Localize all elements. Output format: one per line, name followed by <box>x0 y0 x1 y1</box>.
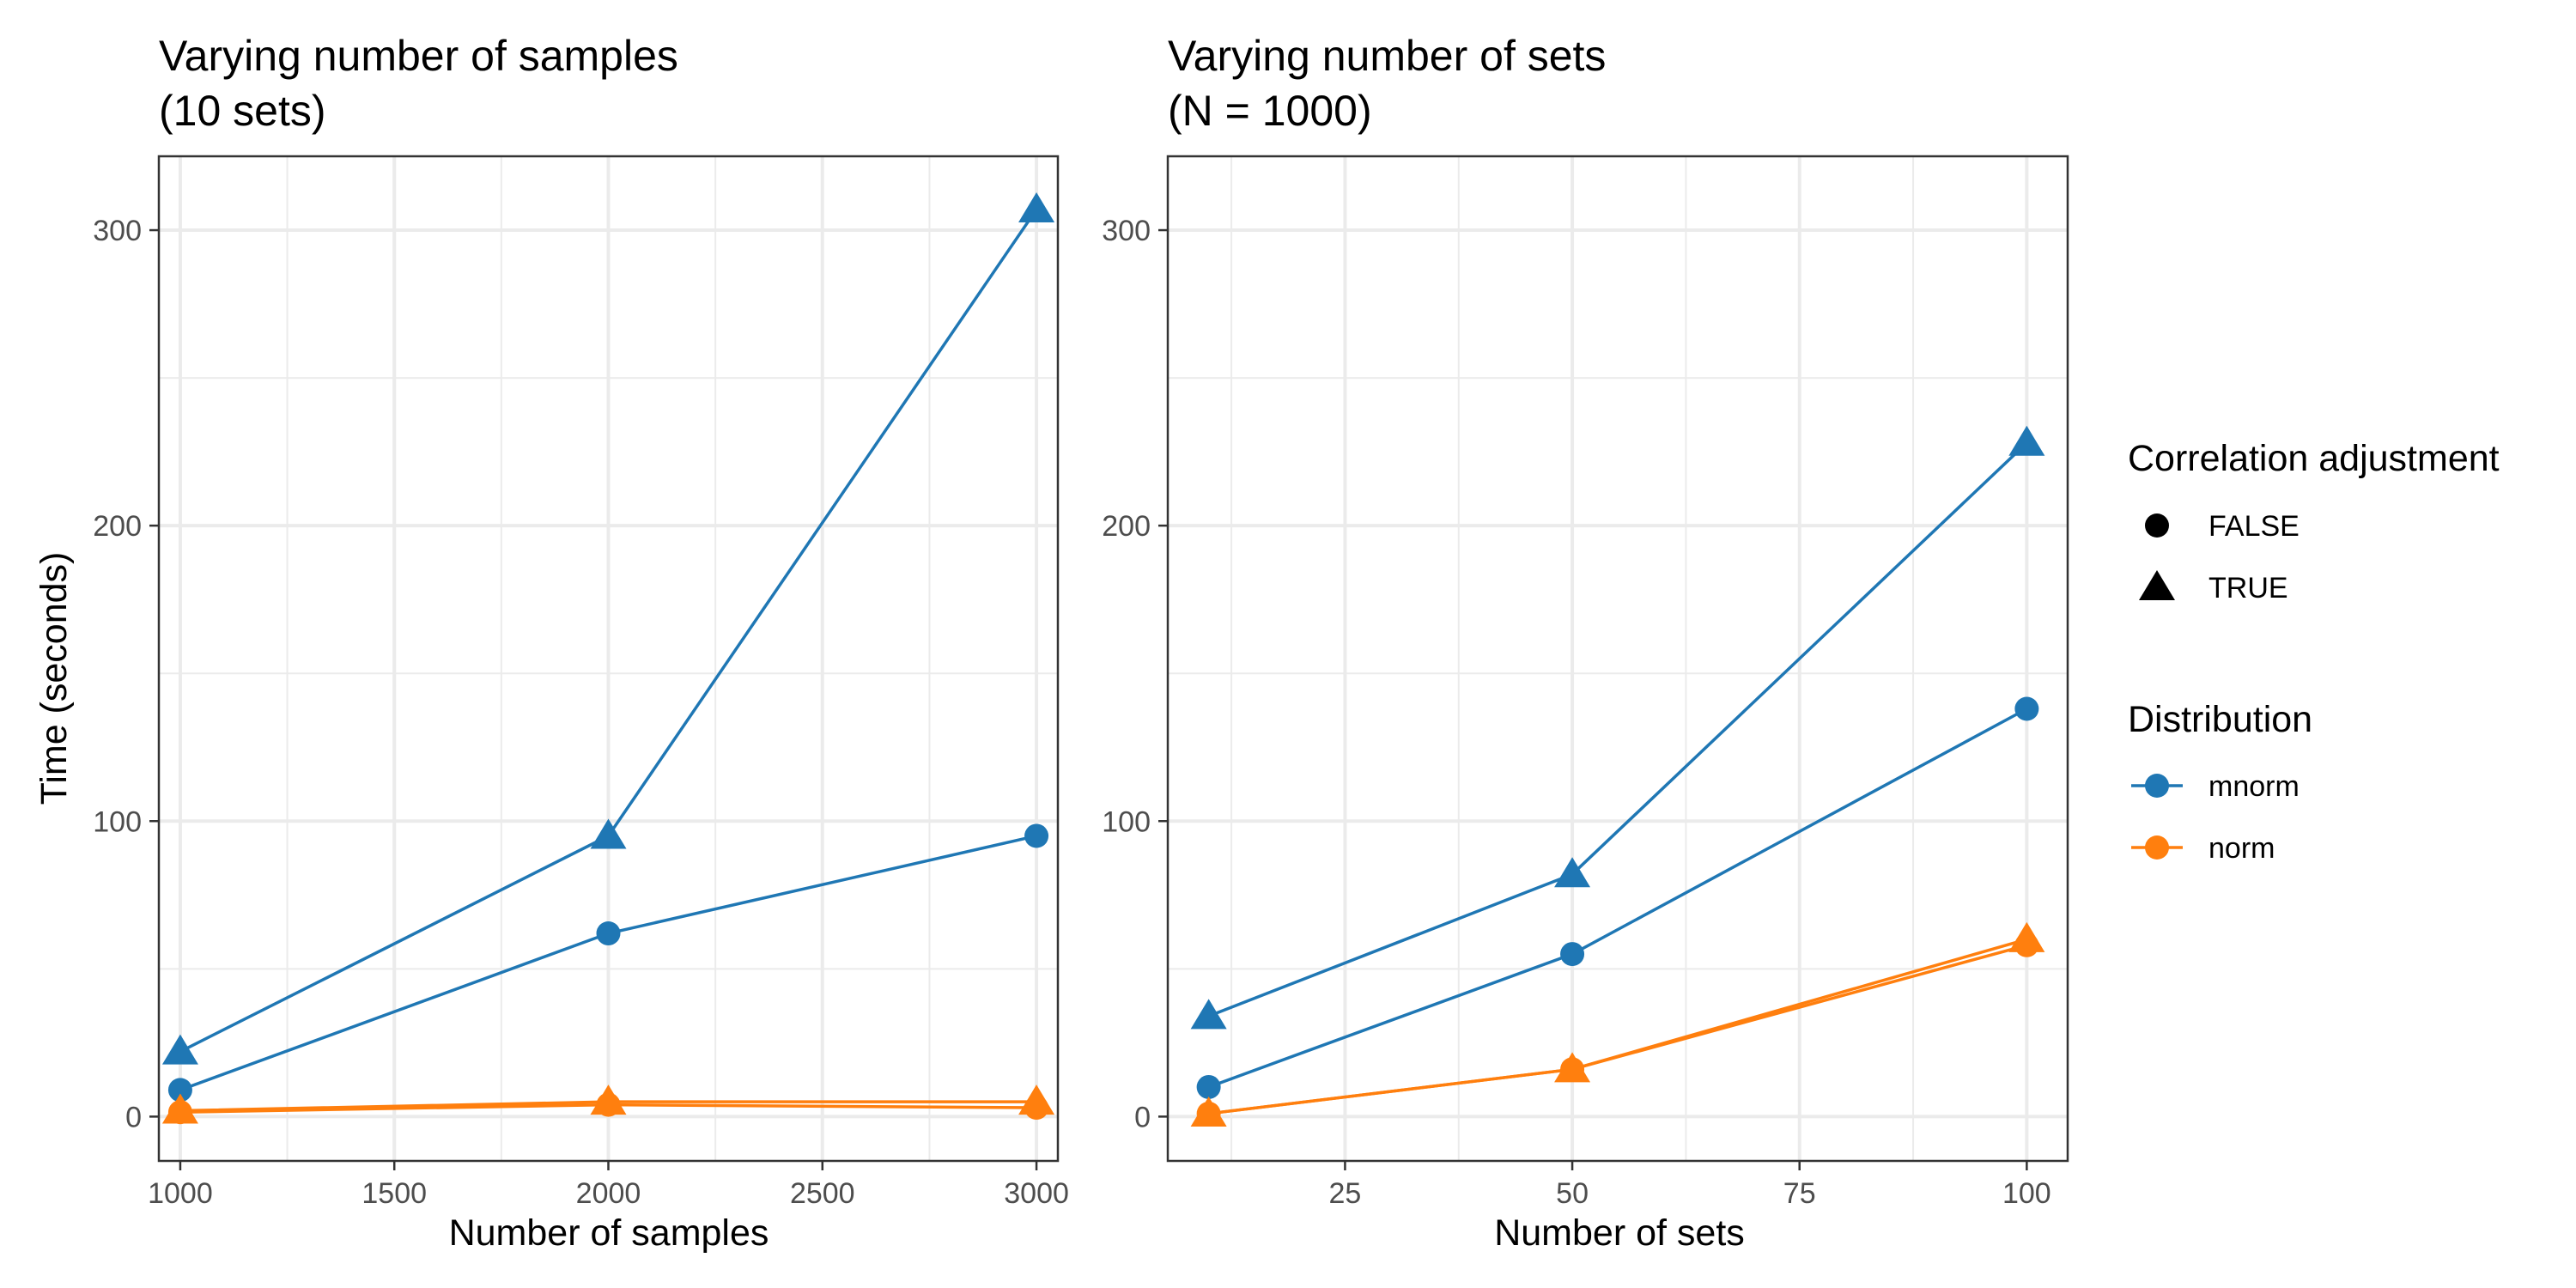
x-tick-label: 2500 <box>790 1177 855 1210</box>
point-norm-false <box>2014 933 2039 957</box>
legend-title-correlation: Correlation adjustment <box>2128 438 2500 479</box>
panel-subtitle: (N = 1000) <box>1168 87 1372 135</box>
series-line-mnorm-false <box>1208 707 2028 1089</box>
point-mnorm-false <box>1560 942 1585 967</box>
point-mnorm-true <box>590 818 627 849</box>
point-mnorm-true <box>161 1034 198 1065</box>
point-norm-false <box>1024 1096 1049 1121</box>
x-tick-label: 75 <box>1783 1177 1816 1210</box>
y-tick-label: 300 <box>93 215 142 247</box>
legend-dot-norm <box>2145 835 2169 860</box>
legend-shape-items: FALSE TRUE <box>2139 510 2300 605</box>
legend-label-false: FALSE <box>2208 510 2300 543</box>
x-tick-label: 2000 <box>576 1177 641 1210</box>
legend-circle-icon <box>2145 513 2169 538</box>
legend-color-items: mnorm norm <box>2131 770 2300 865</box>
legend-title-distribution: Distribution <box>2128 699 2312 740</box>
x-axis-label: Number of sets <box>1494 1212 1745 1254</box>
legend-label-norm: norm <box>2208 832 2275 865</box>
x-tick-label: 100 <box>2002 1177 2051 1210</box>
panel-border <box>1166 155 2069 1163</box>
x-tick-label: 1500 <box>361 1177 427 1210</box>
point-mnorm-true <box>1554 857 1591 888</box>
x-tick-label: 3000 <box>1004 1177 1069 1210</box>
plot-area: 1000 1500 2000 2500 3000 0 100 200 300 <box>93 155 1069 1210</box>
point-norm-false <box>596 1092 621 1117</box>
y-tick-label: 300 <box>1102 215 1151 247</box>
y-tick-label: 0 <box>1134 1101 1151 1133</box>
panel-subtitle: (10 sets) <box>159 87 326 135</box>
x-axis-label: Number of samples <box>449 1212 769 1254</box>
plot-area: 25 50 75 100 0 100 200 300 <box>1102 155 2069 1210</box>
x-tick-label: 50 <box>1556 1177 1589 1210</box>
series-line-norm-false <box>1208 944 2027 1115</box>
point-mnorm-true <box>1018 191 1055 222</box>
point-mnorm-true <box>2008 425 2045 456</box>
point-norm-false <box>167 1100 192 1125</box>
y-tick-label: 0 <box>125 1101 142 1133</box>
point-mnorm-false <box>1024 823 1049 848</box>
legend-label-mnorm: mnorm <box>2208 770 2300 803</box>
panel-title: Varying number of sets <box>1168 32 1606 80</box>
point-mnorm-false <box>167 1078 192 1103</box>
legend-dot-mnorm <box>2145 774 2169 798</box>
point-norm-false <box>1196 1101 1221 1126</box>
y-tick-label: 200 <box>1102 510 1151 543</box>
x-tick-label: 1000 <box>148 1177 213 1210</box>
legend-triangle-icon <box>2139 570 2175 600</box>
legend-label-true: TRUE <box>2208 572 2288 605</box>
point-mnorm-false <box>1196 1074 1221 1099</box>
point-mnorm-false <box>596 921 621 946</box>
panel-sets: Varying number of sets (N = 1000) 25 50 75… <box>1102 32 2069 1254</box>
y-tick-label: 100 <box>93 805 142 838</box>
legend: Correlation adjustment FALSE TRUE Distrib… <box>2128 438 2500 865</box>
series-line-norm-true <box>1208 938 2027 1115</box>
point-norm-false <box>1560 1057 1585 1082</box>
panel-title: Varying number of samples <box>159 32 678 80</box>
panel-samples: Varying number of samples (10 sets) 1000… <box>33 32 1069 1254</box>
point-mnorm-true <box>1190 999 1227 1030</box>
y-axis-label: Time (seconds) <box>33 552 75 805</box>
y-tick-label: 100 <box>1102 805 1151 838</box>
x-tick-label: 25 <box>1329 1177 1362 1210</box>
point-mnorm-false <box>2014 696 2039 721</box>
y-tick-label: 200 <box>93 510 142 543</box>
